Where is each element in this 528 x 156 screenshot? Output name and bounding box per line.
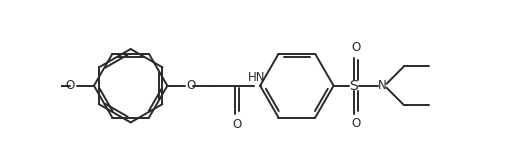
Text: S: S bbox=[350, 79, 358, 93]
Text: O: O bbox=[351, 41, 360, 54]
Text: O: O bbox=[187, 79, 196, 92]
Text: O: O bbox=[65, 79, 74, 92]
Text: O: O bbox=[351, 117, 360, 130]
Text: O: O bbox=[232, 118, 242, 131]
Text: N: N bbox=[378, 79, 387, 92]
Text: HN: HN bbox=[248, 71, 265, 84]
